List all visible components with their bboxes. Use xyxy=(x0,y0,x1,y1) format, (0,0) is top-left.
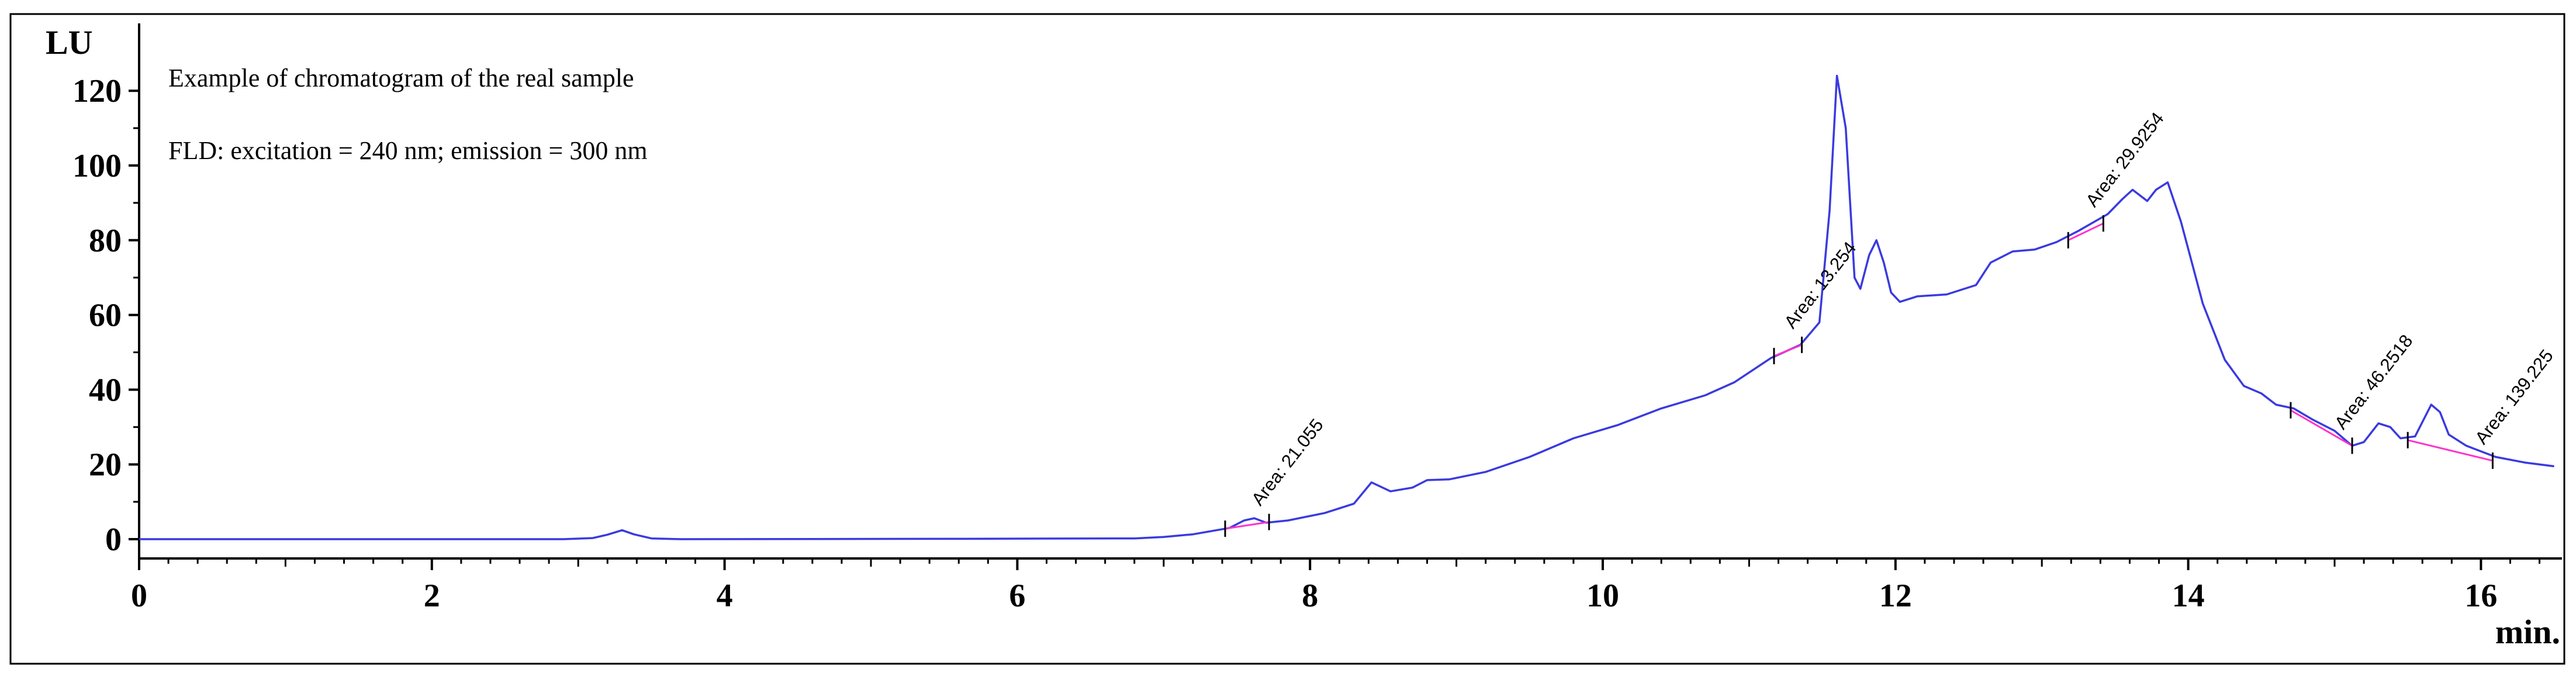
x-axis-title: min. xyxy=(2495,613,2560,651)
x-tick-label: 0 xyxy=(131,578,147,614)
y-tick-label: 120 xyxy=(72,73,122,109)
chart-note-detector: FLD: excitation = 240 nm; emission = 300… xyxy=(168,136,648,165)
chart-note-title: Example of chromatogram of the real samp… xyxy=(168,64,634,92)
y-axis-title: LU xyxy=(46,23,93,61)
area-label: Area: 29.9254 xyxy=(2081,108,2167,211)
y-tick-label: 100 xyxy=(72,148,122,184)
x-tick-label: 2 xyxy=(424,578,440,614)
integration-baseline xyxy=(2290,409,2353,447)
y-tick-label: 40 xyxy=(89,372,122,408)
integration-baseline xyxy=(1773,344,1803,357)
y-tick-label: 60 xyxy=(89,298,122,334)
x-tick-label: 16 xyxy=(2464,578,2497,614)
area-label: Area: 21.055 xyxy=(1247,415,1327,509)
y-tick-label: 80 xyxy=(89,223,122,259)
integration-baseline xyxy=(1225,521,1270,530)
x-tick-label: 4 xyxy=(717,578,733,614)
outer-border xyxy=(9,13,2565,665)
x-tick-label: 6 xyxy=(1009,578,1025,614)
x-tick-label: 8 xyxy=(1302,578,1318,614)
chart-marks: 0 20 40 60 80 100 120 0 2 4 6 8 10 12 14 16 Area: 21.055… xyxy=(72,23,2562,614)
x-tick-label: 10 xyxy=(1586,578,1619,614)
x-tick-label: 12 xyxy=(1879,578,1912,614)
y-tick-label: 0 xyxy=(105,522,122,558)
y-tick-label: 20 xyxy=(89,447,122,483)
area-label: Area: 46.2518 xyxy=(2330,331,2416,433)
area-label: Area: 139.225 xyxy=(2471,346,2557,448)
x-tick-label: 14 xyxy=(2172,578,2205,614)
integration-baseline xyxy=(2067,222,2104,242)
chromatogram-trace xyxy=(139,74,2554,540)
integration-baseline xyxy=(2407,439,2493,462)
